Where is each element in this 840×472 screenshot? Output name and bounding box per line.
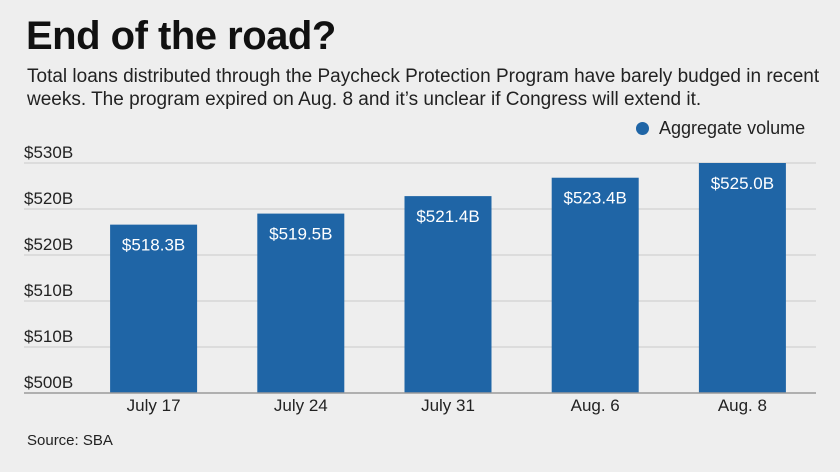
chart-title: End of the road? bbox=[26, 14, 336, 58]
bar bbox=[110, 224, 198, 393]
bar-value-label: $519.5B bbox=[269, 225, 332, 244]
y-tick-label: $510B bbox=[24, 281, 73, 300]
bar bbox=[698, 163, 786, 393]
y-tick-label: $500B bbox=[24, 373, 73, 392]
y-tick-label: $520B bbox=[24, 189, 73, 208]
bar-value-label: $523.4B bbox=[564, 189, 627, 208]
bar bbox=[257, 213, 345, 393]
bar bbox=[404, 196, 492, 393]
chart-subtitle: Total loans distributed through the Payc… bbox=[27, 66, 820, 110]
bar bbox=[551, 177, 639, 393]
y-tick-label: $520B bbox=[24, 235, 73, 254]
bar-value-label: $518.3B bbox=[122, 236, 185, 255]
x-tick-label: July 31 bbox=[421, 396, 475, 415]
x-tick-label: Aug. 8 bbox=[718, 396, 767, 415]
x-tick-label: Aug. 6 bbox=[571, 396, 620, 415]
x-tick-label: July 24 bbox=[274, 396, 328, 415]
bar-value-label: $521.4B bbox=[416, 207, 479, 226]
bar-value-label: $525.0B bbox=[711, 174, 774, 193]
source-note: Source: SBA bbox=[27, 432, 113, 449]
legend: Aggregate volume bbox=[636, 118, 805, 139]
y-tick-label: $530B bbox=[24, 143, 73, 162]
legend-label: Aggregate volume bbox=[659, 118, 806, 138]
x-tick-label: July 17 bbox=[127, 396, 181, 415]
legend-swatch bbox=[636, 122, 649, 135]
y-tick-label: $510B bbox=[24, 327, 73, 346]
